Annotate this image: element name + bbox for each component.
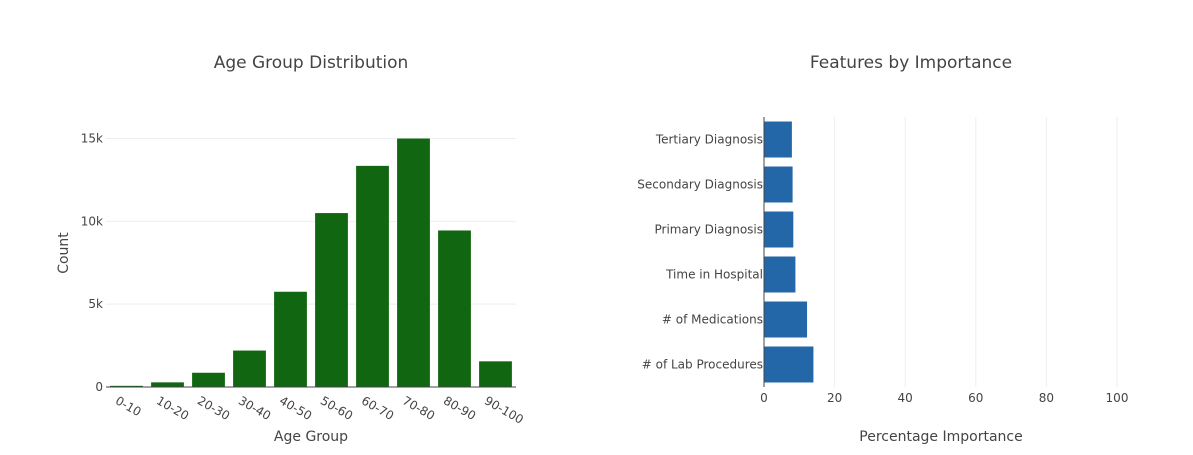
- feature-importance-chart: Features by Importance # of Lab Procedur…: [637, 53, 1128, 445]
- importance-chart-category-labels: # of Lab Procedures # of Medications Time …: [637, 133, 763, 372]
- y-tick-label: 10k: [81, 214, 103, 228]
- category-label: Primary Diagnosis: [654, 223, 763, 237]
- y-tick-label: 5k: [88, 297, 103, 311]
- importance-chart-x-axis-title: Percentage Importance: [859, 429, 1022, 445]
- category-label: Time in Hospital: [665, 268, 763, 282]
- importance-chart-x-ticks: 0 20 40 60 80 100: [760, 391, 1128, 405]
- bar-90-100: [479, 361, 512, 387]
- importance-chart-title: Features by Importance: [810, 53, 1012, 73]
- x-tick-label: 40: [898, 391, 913, 405]
- category-label: Tertiary Diagnosis: [655, 133, 763, 147]
- category-label: Secondary Diagnosis: [637, 178, 763, 192]
- age-chart-y-axis-title: Count: [56, 232, 72, 274]
- age-chart-bars: [110, 138, 512, 387]
- x-tick-label: 20-30: [195, 393, 232, 423]
- x-tick-label: 40-50: [277, 393, 314, 423]
- bar-80-90: [438, 230, 471, 387]
- x-tick-label: 80-90: [441, 393, 478, 423]
- y-tick-label: 15k: [81, 132, 103, 146]
- bar-0-10: [110, 385, 143, 387]
- x-tick-label: 30-40: [236, 393, 273, 423]
- category-label: # of Medications: [662, 313, 763, 327]
- x-tick-label: 80: [1039, 391, 1054, 405]
- bar-primary-diagnosis: [764, 211, 794, 248]
- x-tick-label: 90-100: [482, 393, 526, 426]
- x-tick-label: 0: [760, 391, 768, 405]
- bar-10-20: [151, 382, 184, 387]
- bar-tertiary-diagnosis: [764, 121, 792, 158]
- age-chart-x-ticks: 0-10 10-20 20-30 30-40 40-50 50-60 60-70 70-80 8…: [113, 393, 526, 426]
- bar-40-50: [274, 291, 307, 387]
- bar-time-in-hospital: [764, 256, 796, 293]
- age-chart-x-axis-title: Age Group: [274, 429, 348, 445]
- bar-secondary-diagnosis: [764, 166, 793, 203]
- x-tick-label: 100: [1106, 391, 1129, 405]
- bar-30-40: [233, 350, 266, 387]
- bar-70-80: [397, 138, 430, 387]
- age-chart-y-ticks: 0 5k 10k 15k: [81, 132, 103, 394]
- bar--of-medications: [764, 301, 808, 338]
- x-tick-label: 60: [968, 391, 983, 405]
- x-tick-label: 20: [827, 391, 842, 405]
- x-tick-label: 0-10: [113, 393, 144, 419]
- x-tick-label: 70-80: [400, 393, 437, 423]
- age-chart-title: Age Group Distribution: [214, 53, 409, 73]
- bar-50-60: [315, 213, 348, 387]
- category-label: # of Lab Procedures: [642, 358, 763, 372]
- x-tick-label: 10-20: [154, 393, 191, 423]
- y-tick-label: 0: [95, 380, 103, 394]
- x-tick-label: 50-60: [318, 393, 355, 423]
- x-tick-label: 60-70: [359, 393, 396, 423]
- bar-20-30: [192, 372, 225, 387]
- importance-chart-bars: [764, 121, 814, 383]
- importance-chart-gridlines: [834, 117, 1118, 387]
- age-group-chart: Age Group Distribution 0 5k 10k 15k 0-10 10-…: [56, 53, 526, 445]
- bar--of-lab-procedures: [764, 346, 814, 383]
- bar-60-70: [356, 165, 389, 387]
